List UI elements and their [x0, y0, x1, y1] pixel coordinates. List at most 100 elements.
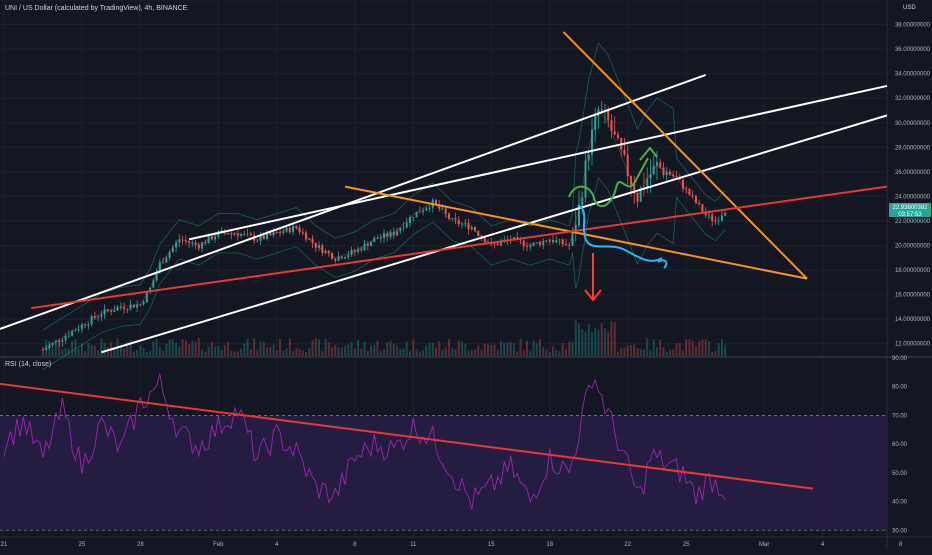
candle-body — [584, 160, 587, 198]
candle-body — [272, 232, 275, 235]
volume-bar — [519, 339, 522, 356]
volume-bar — [701, 339, 704, 356]
volume-bar — [610, 320, 613, 356]
candle-body — [305, 232, 308, 240]
candle-body — [529, 245, 532, 248]
candle-body — [714, 220, 717, 222]
volume-bars — [41, 320, 727, 356]
volume-bar — [246, 338, 249, 356]
candle-body — [350, 250, 353, 255]
candle-body — [600, 109, 603, 111]
candle-body — [67, 335, 70, 337]
rsi-tick-label: 60.00 — [892, 442, 908, 448]
candle-body — [392, 231, 395, 236]
volume-bar — [373, 345, 376, 356]
volume-bar — [626, 345, 629, 356]
volume-bar — [454, 349, 457, 356]
volume-bar — [532, 340, 535, 356]
candle-body — [707, 214, 710, 216]
price-tick-label: 38.00000000 — [895, 23, 931, 29]
candle-body — [370, 242, 373, 247]
volume-bar — [691, 340, 694, 356]
volume-bar — [704, 338, 707, 356]
candle-body — [71, 331, 74, 336]
candle-body — [587, 154, 590, 161]
volume-bar — [383, 348, 386, 356]
volume-bar — [288, 338, 291, 356]
rsi-tick-label: 50.00 — [892, 471, 908, 477]
volume-bar — [513, 343, 516, 356]
volume-bar — [51, 348, 54, 356]
volume-bar — [227, 341, 230, 356]
candle-body — [662, 167, 665, 176]
volume-bar — [311, 339, 314, 356]
volume-bar — [551, 346, 554, 356]
candle-body — [461, 223, 464, 225]
candle-body — [178, 239, 181, 243]
rsi-series — [3, 373, 726, 510]
candle-body — [379, 237, 382, 239]
candle-body — [275, 232, 278, 233]
candle-body — [535, 242, 538, 244]
candle-body — [483, 237, 486, 243]
time-tick-label: 4 — [821, 542, 825, 548]
volume-bar — [441, 349, 444, 356]
volume-bar — [402, 348, 405, 356]
volume-bar — [467, 350, 470, 356]
volume-bar — [155, 338, 158, 356]
candle-body — [626, 154, 629, 176]
trendlines[interactable] — [0, 31, 888, 354]
trendline-white — [0, 73, 707, 330]
forecast-drawings[interactable] — [568, 146, 668, 302]
candle-body — [331, 253, 334, 260]
candle-body — [269, 233, 272, 235]
candle-body — [129, 304, 132, 310]
volume-bar — [145, 351, 148, 356]
volume-bar — [210, 341, 213, 356]
volume-bar — [93, 345, 96, 356]
volume-bar — [233, 351, 236, 356]
rsi-tick-label: 80.00 — [892, 385, 908, 391]
candle-body — [545, 241, 548, 242]
volume-bar — [87, 342, 90, 356]
candle-body — [45, 348, 48, 350]
volume-bar — [64, 348, 67, 356]
candle-body — [675, 176, 678, 178]
volume-bar — [259, 342, 262, 356]
candle-body — [110, 310, 113, 312]
volume-bar — [646, 338, 649, 356]
volume-bar — [688, 339, 691, 356]
candle-body — [561, 239, 564, 245]
volume-bar — [272, 344, 275, 356]
candle-body — [594, 115, 597, 130]
candle-body — [210, 236, 213, 240]
time-tick-label: 21 — [1, 542, 8, 548]
volume-bar — [672, 349, 675, 356]
candle-body — [698, 202, 701, 205]
rsi-band-fill — [0, 415, 887, 531]
candle-body — [613, 131, 616, 135]
candle-body — [87, 324, 90, 326]
candle-body — [227, 233, 230, 235]
candle-body — [493, 243, 496, 245]
volume-bar — [542, 347, 545, 356]
volume-bar — [678, 343, 681, 356]
candle-body — [649, 174, 652, 179]
candle-body — [145, 291, 148, 303]
volume-bar — [305, 351, 308, 356]
volume-bar — [331, 347, 334, 356]
volume-bar — [370, 345, 373, 356]
volume-bar — [292, 351, 295, 356]
candle-body — [464, 222, 467, 224]
candle-body — [688, 188, 691, 195]
candle-body — [188, 241, 191, 243]
candle-body — [220, 230, 223, 232]
candle-body — [425, 208, 428, 211]
volume-bar — [191, 341, 194, 356]
volume-bar — [662, 347, 665, 356]
candle-body — [171, 247, 174, 253]
candle-body — [480, 235, 483, 238]
candle-body — [311, 238, 314, 243]
volume-bar — [132, 351, 135, 356]
